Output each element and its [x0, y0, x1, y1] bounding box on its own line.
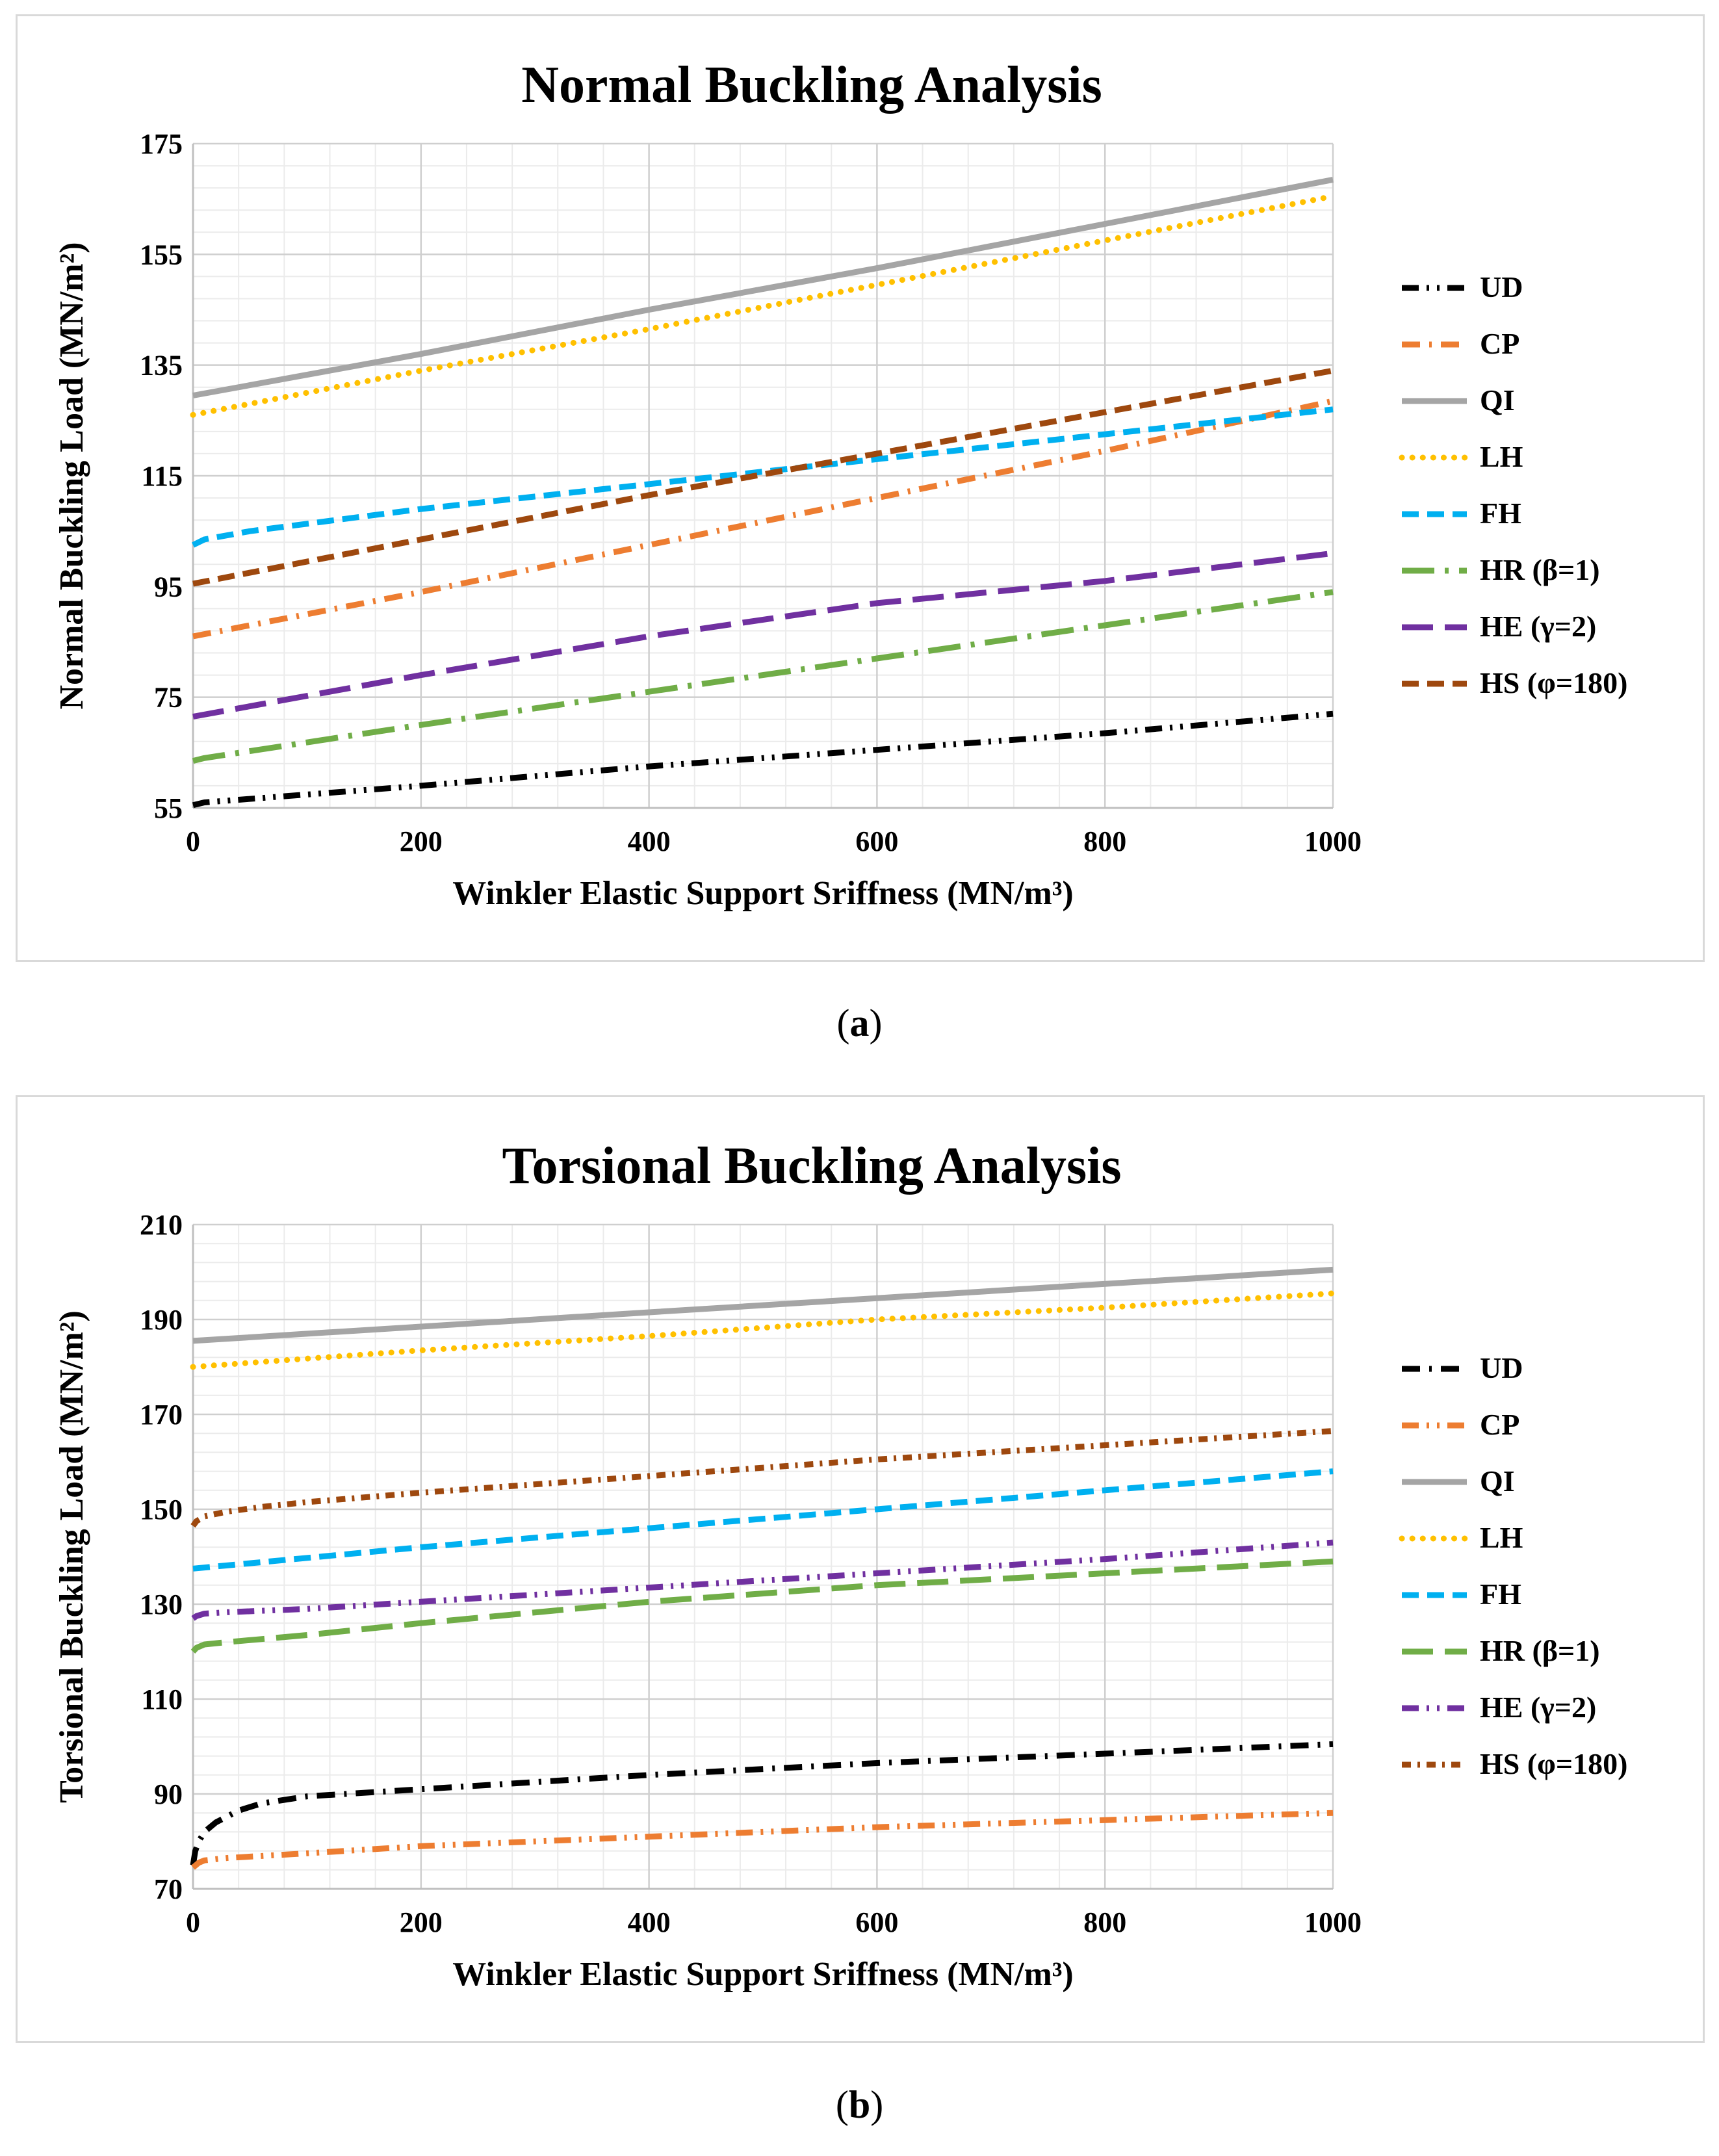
series-line-hr — [192, 589, 1334, 764]
x-tick-label: 400 — [628, 825, 671, 857]
legend: UD CP QI LH FH HR (β=1) HE (γ=2) HS (φ=180) — [1399, 270, 1627, 699]
y-tick-label: 155 — [140, 239, 183, 270]
y-axis-label: Torsional Buckling Load (MN/m²) — [53, 1310, 90, 1803]
y-axis-label: Normal Buckling Load (MN/m²) — [53, 242, 90, 709]
torsional-buckling-chart: 70 90 110 130 150 170 190 210 0 200 400 600 800 1000 T… — [53, 1137, 1627, 1993]
series-group — [190, 1266, 1336, 1870]
y-tick-label: 90 — [154, 1778, 183, 1810]
major-grid — [192, 142, 1334, 809]
normal-buckling-chart: 55 75 95 115 135 155 175 0 200 400 600 800 1000 Norma… — [53, 57, 1627, 912]
series-line-ud — [192, 710, 1334, 809]
series-line-he — [191, 1539, 1334, 1621]
series-line-lh — [190, 193, 1336, 418]
series-line-ud — [190, 1741, 1334, 1866]
y-tick-label: 130 — [140, 1589, 183, 1620]
legend-label: UD — [1480, 270, 1523, 304]
x-tick-label: 800 — [1083, 1906, 1126, 1938]
x-tick-label: 1000 — [1304, 1906, 1362, 1938]
chart-title: Normal Buckling Analysis — [521, 57, 1102, 114]
legend-label: FH — [1480, 497, 1521, 530]
y-tick-label: 175 — [140, 128, 183, 160]
legend-label: UD — [1480, 1351, 1523, 1384]
legend-label: QI — [1480, 383, 1515, 417]
series-line-fh — [192, 1468, 1334, 1572]
legend-label: HR (β=1) — [1480, 553, 1600, 586]
series-line-he — [192, 550, 1334, 720]
series-line-qi — [192, 176, 1334, 398]
caption-b: (b) — [835, 2083, 884, 2126]
legend-label: HS (φ=180) — [1480, 1747, 1627, 1780]
x-tick-label: 200 — [400, 825, 443, 857]
legend-label: HE (γ=2) — [1480, 610, 1596, 643]
x-tick-label: 800 — [1083, 825, 1126, 857]
legend-label: QI — [1480, 1464, 1515, 1498]
y-tick-label: 115 — [141, 460, 183, 492]
y-tick-label: 70 — [154, 1873, 183, 1905]
x-tick-label: 600 — [855, 825, 898, 857]
y-tick-label: 210 — [140, 1209, 183, 1241]
y-tick-label: 55 — [154, 792, 183, 824]
x-axis-label: Winkler Elastic Support Sriffness (MN/m³… — [452, 1956, 1073, 1993]
series-line-fh — [192, 406, 1334, 548]
y-tick-label: 170 — [140, 1399, 183, 1431]
x-tick-label: 400 — [628, 1906, 671, 1938]
series-line-hs — [190, 1428, 1334, 1528]
y-tick-label: 110 — [141, 1683, 183, 1715]
chart-panel-a: 55 75 95 115 135 155 175 0 200 400 600 800 1000 Norma… — [16, 14, 1705, 962]
series-line-cp — [192, 398, 1334, 640]
caption-a-letter: a — [849, 1002, 870, 1045]
series-line-lh — [190, 1290, 1336, 1370]
chart-title: Torsional Buckling Analysis — [502, 1137, 1122, 1195]
legend: UD CP QI LH FH HR (β=1) HE (γ=2) HS (φ=180) — [1399, 1351, 1627, 1780]
legend-label: FH — [1480, 1578, 1521, 1611]
x-axis-label: Winkler Elastic Support Sriffness (MN/m³… — [452, 875, 1073, 912]
caption-b-letter: b — [848, 2083, 871, 2126]
x-tick-label: 200 — [400, 1906, 443, 1938]
legend-label: LH — [1480, 440, 1523, 473]
series-line-qi — [192, 1266, 1334, 1344]
legend-label: LH — [1480, 1521, 1523, 1554]
y-tick-label: 75 — [154, 682, 183, 714]
x-tick-label: 0 — [186, 825, 200, 857]
x-tick-label: 0 — [186, 1906, 200, 1938]
y-tick-label: 135 — [140, 350, 183, 382]
chart-panel-b: 70 90 110 130 150 170 190 210 0 200 400 600 800 1000 T… — [16, 1095, 1705, 2043]
series-line-hr — [190, 1558, 1334, 1654]
y-tick-label: 190 — [140, 1304, 183, 1336]
legend-label: HE (γ=2) — [1480, 1691, 1596, 1724]
series-line-hs — [192, 367, 1334, 587]
series-group — [190, 176, 1336, 809]
legend-label: CP — [1480, 1408, 1519, 1441]
caption-a: (a) — [836, 1002, 883, 1045]
x-tick-label: 600 — [855, 1906, 898, 1938]
x-tick-label: 1000 — [1304, 825, 1362, 857]
legend-label: HR (β=1) — [1480, 1634, 1600, 1667]
legend-label: CP — [1480, 327, 1519, 360]
legend-label: HS (φ=180) — [1480, 666, 1627, 699]
y-tick-label: 95 — [154, 571, 183, 603]
series-line-cp — [191, 1810, 1334, 1870]
y-tick-label: 150 — [140, 1494, 183, 1526]
